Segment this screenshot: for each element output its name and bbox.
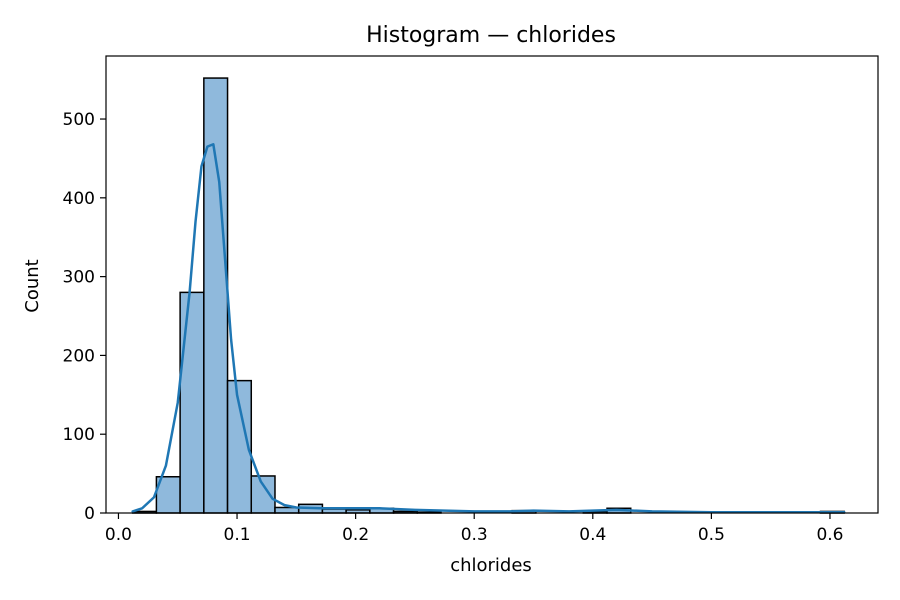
- y-tick-label: 400: [63, 189, 95, 209]
- x-tick-label: 0.4: [579, 525, 606, 545]
- y-axis-label: Count: [22, 259, 43, 312]
- y-tick-label: 200: [63, 346, 95, 366]
- chart-title: Histogram — chlorides: [366, 23, 616, 48]
- x-tick-label: 0.0: [105, 525, 132, 545]
- kde-line: [131, 143, 846, 514]
- histogram-bar: [203, 77, 229, 514]
- y-tick-label: 500: [63, 110, 95, 130]
- x-axis-label: chlorides: [450, 555, 532, 576]
- plot-frame: [105, 55, 879, 514]
- x-tick-label: 0.2: [342, 525, 369, 545]
- histogram-bar: [250, 475, 276, 514]
- y-tick-label: 0: [84, 504, 95, 524]
- plot-area: 0.0 0.1 0.2 0.3 0.4 0.5 0.6 0 100 200 300 400 500: [63, 55, 879, 545]
- x-tick-label: 0.3: [461, 525, 488, 545]
- x-tick-label: 0.5: [698, 525, 725, 545]
- histogram-bar: [179, 291, 205, 514]
- y-tick-label: 100: [63, 425, 95, 445]
- y-tick-label: 300: [63, 268, 95, 288]
- x-tick-label: 0.1: [224, 525, 251, 545]
- x-tick-label: 0.6: [816, 525, 843, 545]
